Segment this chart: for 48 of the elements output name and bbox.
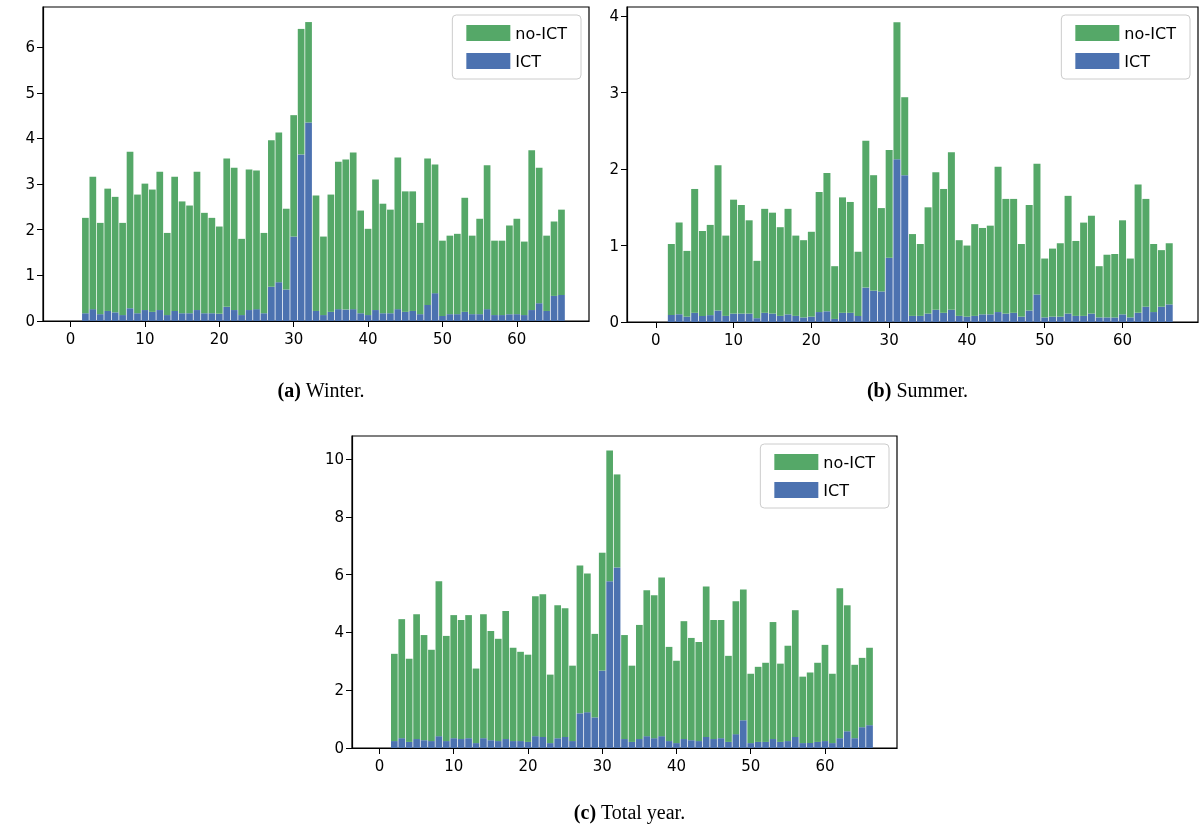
x-tick-label: 20 <box>801 330 821 349</box>
y-tick-label: 2 <box>609 160 619 179</box>
y-tick-label: 2 <box>334 681 344 700</box>
y-tick-label: 2 <box>25 220 35 239</box>
y-tick-label: 1 <box>25 266 35 285</box>
y-tick-label: 3 <box>25 175 35 194</box>
y-tick-label: 4 <box>609 7 619 26</box>
y-tick-label: 6 <box>25 38 35 57</box>
x-tick-label: 40 <box>957 330 977 349</box>
y-tick-label: 0 <box>25 312 35 330</box>
legend-label: no-ICT <box>515 23 568 43</box>
x-tick-label: 50 <box>432 329 452 348</box>
y-tick-label: 6 <box>334 565 344 584</box>
x-tick-label: 10 <box>135 329 155 348</box>
x-tick-label: 40 <box>358 329 378 348</box>
x-tick-label: 20 <box>518 756 538 775</box>
y-tick-label: 0 <box>609 313 619 331</box>
x-tick-label: 10 <box>724 330 744 349</box>
text: (c) Total year. <box>573 801 686 824</box>
y-tick-label: 1 <box>609 236 619 255</box>
y-tick-label: 5 <box>25 83 35 102</box>
y-tick-label: 0 <box>334 739 344 757</box>
x-tick-label: 60 <box>507 329 527 348</box>
legend-label: no-ICT <box>823 452 876 472</box>
legend-label: no-ICT <box>1124 23 1177 43</box>
text: (a) Winter. <box>277 379 365 402</box>
text: (b) Summer. <box>866 379 969 402</box>
y-tick-label: 8 <box>334 507 344 526</box>
x-tick-label: 30 <box>592 756 612 775</box>
x-tick-label: 10 <box>444 756 464 775</box>
y-tick-label: 10 <box>324 450 344 469</box>
legend-label: ICT <box>515 51 542 71</box>
x-tick-label: 50 <box>741 756 761 775</box>
x-tick-label: 40 <box>666 756 687 775</box>
y-tick-label: 4 <box>334 623 344 642</box>
x-tick-label: 50 <box>1035 330 1055 349</box>
x-tick-label: 30 <box>284 329 304 348</box>
x-tick-label: 60 <box>1112 330 1133 349</box>
x-tick-label: 0 <box>65 329 76 348</box>
x-tick-label: 0 <box>374 756 385 775</box>
x-tick-label: 30 <box>879 330 899 349</box>
x-tick-label: 0 <box>651 330 661 349</box>
y-tick-label: 3 <box>609 83 619 102</box>
legend-label: ICT <box>823 480 850 500</box>
x-tick-label: 20 <box>209 329 229 348</box>
legend-label: ICT <box>1124 51 1151 71</box>
y-tick-label: 4 <box>25 129 35 148</box>
x-tick-label: 60 <box>815 756 835 775</box>
